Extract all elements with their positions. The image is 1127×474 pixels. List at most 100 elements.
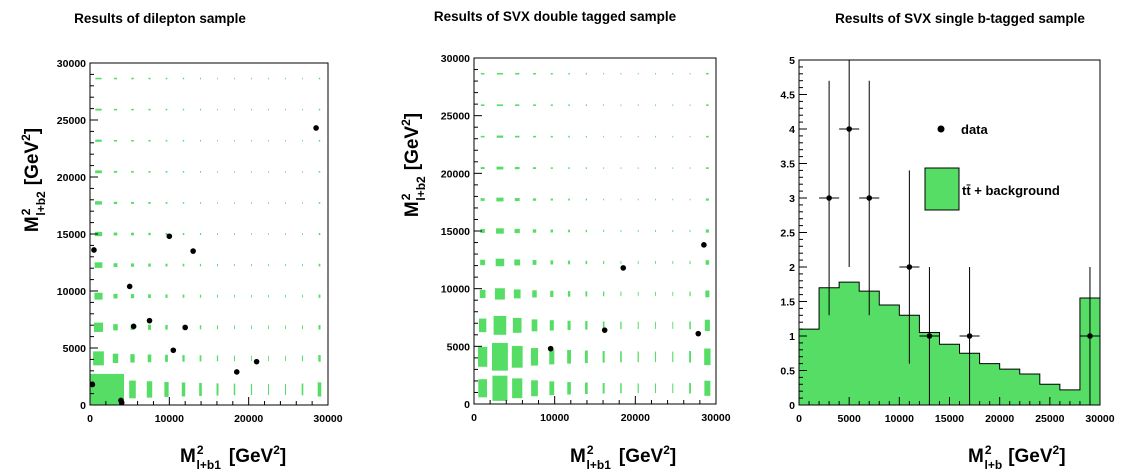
box-bin <box>165 108 168 111</box>
box-bin <box>148 171 151 173</box>
box-bin <box>567 291 571 297</box>
box-bin <box>550 290 554 298</box>
data-point <box>253 358 260 365</box>
box-bin <box>233 383 236 396</box>
x-tick-label: 20000 <box>234 413 263 425</box>
box-bin <box>165 202 168 204</box>
box-bin <box>603 167 605 169</box>
box-bin <box>251 171 252 173</box>
box-bin <box>511 345 523 368</box>
box-bin <box>514 198 520 202</box>
box-bin <box>496 104 504 106</box>
box-bin <box>480 135 485 138</box>
box-bin <box>268 108 269 111</box>
box-bin <box>549 320 554 331</box>
box-bin <box>550 135 553 138</box>
box-bin <box>637 167 639 169</box>
y-tick-label: 5000 <box>447 341 471 353</box>
data-point <box>701 242 707 248</box>
box-bin <box>603 104 605 106</box>
box-bin <box>655 135 656 138</box>
data-points <box>547 242 707 352</box>
box-bin <box>182 139 185 142</box>
y-tick-label: 5 <box>789 55 795 67</box>
box-bin <box>302 233 303 235</box>
box-bin <box>217 77 218 80</box>
box-bin <box>318 108 321 111</box>
box-bin <box>480 72 485 75</box>
y-tick-label: 15000 <box>441 226 470 238</box>
box-bin <box>491 342 508 371</box>
y-axis-label: M2l+b2[GeV2] <box>19 128 48 232</box>
data-point <box>1087 333 1093 339</box>
box-bin <box>496 228 504 234</box>
box-bin <box>672 351 674 363</box>
box-bin <box>251 355 252 362</box>
box-bin <box>479 289 486 298</box>
data-point <box>233 369 240 375</box>
box-bin <box>550 167 553 169</box>
box-bin <box>182 263 185 267</box>
box-bin <box>199 382 202 396</box>
box-bin <box>620 321 622 330</box>
box-bin <box>268 233 269 235</box>
x-tick-label: 30000 <box>1085 413 1114 425</box>
box-bin <box>285 139 286 142</box>
box-bin <box>251 264 252 267</box>
box-bin <box>148 232 151 236</box>
box-bin <box>567 382 571 395</box>
box-bin <box>318 355 321 362</box>
box-bin <box>148 294 151 299</box>
svg-text:M2l+b2[GeV2]: M2l+b2[GeV2] <box>399 113 428 217</box>
box-bin <box>285 264 286 267</box>
box-bin <box>585 382 588 394</box>
box-bin <box>549 381 555 396</box>
box-bin <box>302 139 303 142</box>
box-bin <box>113 293 118 299</box>
box-bin <box>268 294 269 298</box>
box-bin <box>705 229 709 233</box>
box-bin <box>318 325 321 330</box>
box-bin <box>672 135 674 138</box>
box-bin <box>216 325 219 330</box>
box-bin <box>480 259 486 266</box>
box-bin <box>285 325 286 330</box>
box-bin <box>317 382 322 397</box>
box-bin <box>496 166 504 170</box>
box-bin <box>113 170 118 173</box>
box-bin <box>514 135 520 138</box>
box-bin <box>318 202 321 204</box>
box-bin <box>620 291 622 297</box>
box-bin <box>585 260 588 265</box>
box-bin <box>130 294 135 299</box>
box-bin <box>620 135 622 138</box>
box-bin <box>285 294 286 298</box>
box-bin <box>568 72 570 75</box>
box-bin <box>302 77 303 80</box>
box-bin <box>251 233 252 235</box>
box-bin <box>706 72 709 75</box>
box-bin <box>689 260 691 265</box>
y-tick-label: 0 <box>789 400 795 412</box>
box-bin <box>620 104 622 106</box>
box-bin <box>550 198 553 201</box>
box-bin <box>603 229 605 233</box>
plot-frame <box>473 57 717 405</box>
y-tick-label: 25000 <box>441 111 470 123</box>
box-bin <box>199 171 202 173</box>
box-bin <box>131 77 134 80</box>
y-tick-label: 15000 <box>57 229 86 241</box>
axes: 0 10000 20000 30000 0 5000 10000 15000 20000 2500… <box>57 58 343 425</box>
data-point <box>166 233 173 240</box>
box-bin <box>515 104 520 106</box>
box-bin <box>234 202 235 204</box>
y-tick-label: 10000 <box>57 286 86 298</box>
y-tick-label: 30000 <box>441 53 470 65</box>
data-point <box>130 323 137 330</box>
box-bin <box>148 324 151 330</box>
legend-mc-swatch <box>924 167 960 211</box>
legend-mc-label: tt̄ + background <box>962 183 1060 198</box>
box-bin <box>268 139 269 142</box>
box-bin <box>705 198 709 201</box>
box-bin <box>512 378 523 399</box>
